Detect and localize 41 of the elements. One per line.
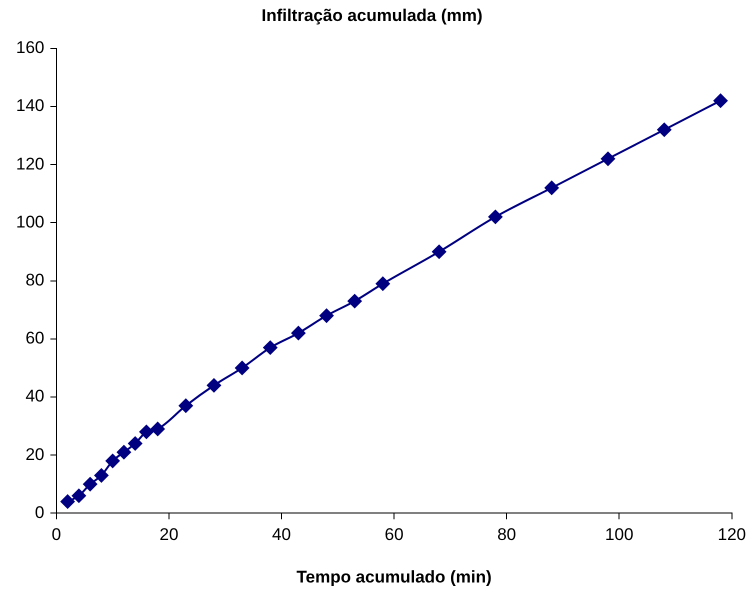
point	[320, 308, 334, 323]
point	[488, 210, 502, 224]
point	[600, 152, 615, 166]
x-axis-title: Tempo acumulado (min)	[296, 567, 492, 586]
point	[150, 422, 165, 436]
x-tick-label: 120	[718, 525, 746, 544]
x-tick-label: 20	[159, 525, 178, 544]
y-tick-label: 0	[34, 502, 44, 522]
point	[544, 180, 559, 195]
x-tick-label: 0	[52, 525, 62, 544]
y-tick-label: 160	[16, 38, 44, 58]
point	[106, 454, 120, 468]
chart-title: Infiltração acumulada (mm)	[261, 6, 483, 25]
y-tick-label: 140	[16, 96, 44, 116]
y-tick-label: 100	[16, 212, 44, 232]
x-tick-label: 100	[605, 525, 634, 544]
point	[263, 340, 278, 355]
x-tick-label: 80	[497, 525, 516, 544]
point	[60, 494, 75, 509]
y-tick-label: 120	[16, 154, 44, 174]
point	[72, 488, 86, 503]
point	[432, 244, 446, 259]
y-tick-label: 20	[25, 444, 44, 464]
point	[206, 378, 221, 392]
point	[657, 122, 672, 137]
point	[94, 468, 108, 482]
point	[139, 424, 154, 439]
point	[83, 477, 98, 492]
y-tick-label: 80	[25, 270, 44, 290]
point	[235, 360, 250, 375]
x-tick-label: 60	[384, 525, 404, 544]
point	[376, 276, 390, 291]
y-tick-label: 60	[25, 328, 44, 348]
x-tick-label: 40	[272, 525, 291, 544]
point	[128, 436, 142, 450]
point	[178, 398, 193, 413]
y-tick-label: 40	[25, 386, 44, 406]
point	[348, 294, 362, 308]
point	[714, 94, 728, 108]
point	[116, 445, 131, 460]
point	[291, 326, 306, 340]
